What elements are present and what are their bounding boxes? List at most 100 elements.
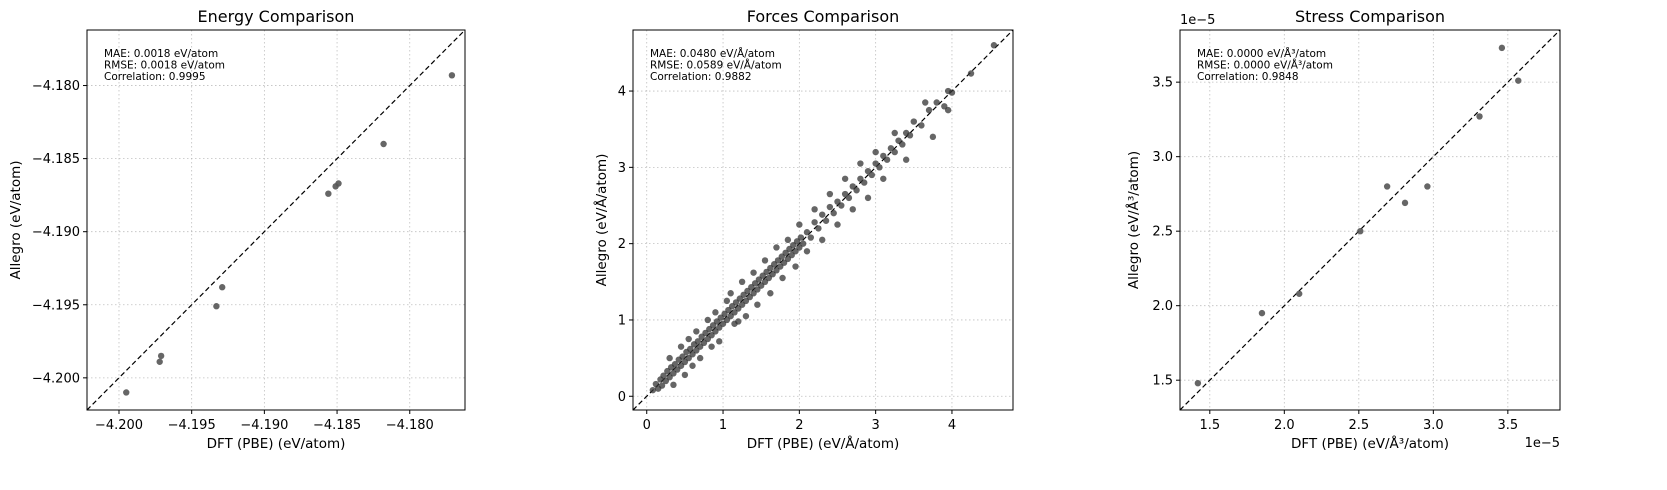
- energy-x-tick-label: −4.185: [313, 418, 361, 433]
- forces-data-point: [727, 290, 734, 297]
- stress-stats-line: MAE: 0.0000 eV/Å³/atom: [1197, 47, 1326, 60]
- forces-data-point: [693, 328, 700, 335]
- energy-x-tick-label: −4.195: [168, 418, 216, 433]
- energy-x-axis-label: DFT (PBE) (eV/atom): [207, 436, 346, 452]
- energy-data-point: [335, 180, 342, 187]
- forces-data-point: [670, 381, 677, 389]
- forces-data-point: [990, 42, 998, 49]
- forces-data-point: [687, 345, 694, 353]
- forces-y-tick-label: 1: [618, 313, 626, 328]
- energy-data-point: [380, 140, 387, 148]
- forces-data-point: [822, 217, 830, 224]
- forces-data-point: [803, 229, 811, 236]
- forces-data-point: [849, 206, 856, 213]
- stress-stats-line: RMSE: 0.0000 eV/Å³/atom: [1197, 59, 1333, 72]
- forces-x-axis-label: DFT (PBE) (eV/Å/atom): [747, 435, 900, 452]
- stress-data-point: [1383, 183, 1391, 190]
- forces-data-point: [868, 171, 876, 179]
- forces-data-point: [918, 122, 925, 129]
- forces-data-point: [761, 257, 769, 264]
- forces-x-tick-label: 0: [643, 418, 651, 433]
- stress-y-tick-label: 2.5: [1152, 225, 1173, 240]
- forces-data-point: [838, 202, 845, 209]
- forces-data-point: [910, 118, 918, 125]
- energy-data-point: [325, 190, 332, 197]
- stress-x-tick-label: 3.5: [1497, 418, 1518, 433]
- stress-plot-frame: [1179, 29, 1561, 411]
- stress-reference-line: [1180, 30, 1560, 410]
- forces-data-point: [658, 382, 666, 389]
- forces-data-point: [834, 221, 841, 228]
- forces-data-point: [944, 106, 952, 114]
- forces-data-point: [716, 338, 723, 345]
- forces-data-point: [880, 175, 887, 182]
- forces-data-point: [925, 106, 933, 114]
- energy-data-point: [123, 389, 130, 396]
- energy-y-tick-label: −4.195: [32, 298, 80, 313]
- forces-data-point: [738, 278, 746, 286]
- forces-data-point: [694, 338, 702, 345]
- stress-y-tick-label: 2.0: [1152, 299, 1173, 314]
- forces-x-tick-label: 1: [719, 418, 727, 433]
- forces-data-point: [891, 148, 898, 156]
- forces-data-point: [677, 343, 685, 350]
- forces-data-point: [796, 221, 803, 228]
- forces-data-point: [735, 318, 742, 325]
- stress-x-axis-label: DFT (PBE) (eV/Å³/atom): [1291, 435, 1449, 452]
- forces-data-point: [853, 187, 860, 194]
- energy-x-tick-label: −4.190: [240, 418, 288, 433]
- forces-y-tick-label: 2: [618, 237, 626, 252]
- forces-data-point: [811, 219, 818, 226]
- forces-data-point: [779, 274, 786, 282]
- stress-x-offset-label: 1e−5: [1525, 436, 1560, 451]
- forces-plot-frame: [632, 29, 1014, 411]
- forces-data-point: [899, 141, 906, 148]
- stress-data-point: [1476, 113, 1483, 120]
- stress-data-point: [1194, 379, 1202, 387]
- stress-points: [1194, 44, 1522, 387]
- stress-y-tick-label: 1.5: [1152, 374, 1173, 389]
- forces-data-point: [689, 362, 696, 369]
- forces-data-point: [750, 269, 757, 276]
- stress-data-point: [1424, 183, 1431, 190]
- stress-data-point: [1515, 77, 1522, 84]
- stress-data-point: [1258, 309, 1266, 317]
- forces-data-point: [929, 133, 937, 141]
- forces-data-point: [660, 372, 667, 379]
- energy-x-tick-label: −4.200: [95, 418, 143, 433]
- stress-chart-title: Stress Comparison: [1295, 7, 1445, 26]
- energy-y-tick-label: −4.190: [32, 225, 80, 240]
- energy-data-point: [219, 284, 226, 291]
- forces-data-point: [861, 179, 868, 186]
- forces-data-point: [891, 129, 898, 137]
- energy-comparison-panel: −4.200 −4.195 −4.190 −4.185 −4.180 −4.200 −4.1…: [8, 7, 466, 452]
- stress-y-tick-label: 3.0: [1152, 150, 1173, 165]
- energy-chart-title: Energy Comparison: [198, 7, 355, 26]
- forces-y-tick-label: 0: [618, 390, 626, 405]
- forces-data-point: [811, 206, 818, 213]
- forces-data-point: [671, 361, 679, 368]
- forces-comparison-panel: 0 1 2 3 4 0 1 2 3 4 Forces Comparison DFT (PBE) (eV…: [593, 7, 1014, 452]
- forces-y-tick-label: 3: [618, 161, 626, 176]
- forces-data-point: [773, 244, 780, 251]
- forces-data-point: [742, 312, 750, 320]
- forces-chart-title: Forces Comparison: [747, 7, 900, 26]
- forces-data-point: [712, 309, 719, 316]
- forces-data-point: [826, 203, 834, 211]
- energy-data-point: [157, 352, 165, 360]
- forces-data-point: [784, 236, 792, 244]
- forces-data-point: [876, 164, 883, 171]
- forces-data-point: [819, 236, 826, 244]
- forces-data-point: [906, 132, 914, 139]
- forces-data-point: [754, 301, 761, 308]
- stress-x-tick-label: 1.5: [1199, 418, 1220, 433]
- forces-data-point: [826, 190, 834, 198]
- forces-data-point: [797, 234, 805, 241]
- forces-data-point: [830, 209, 837, 217]
- forces-data-point: [883, 156, 891, 163]
- stress-data-point: [1401, 199, 1409, 207]
- forces-data-point: [864, 194, 872, 202]
- forces-data-point: [967, 70, 975, 77]
- stress-data-point: [1357, 227, 1364, 235]
- energy-y-tick-label: −4.185: [32, 152, 80, 167]
